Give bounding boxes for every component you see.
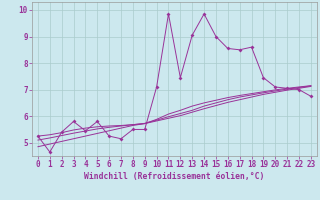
X-axis label: Windchill (Refroidissement éolien,°C): Windchill (Refroidissement éolien,°C) [84, 172, 265, 181]
